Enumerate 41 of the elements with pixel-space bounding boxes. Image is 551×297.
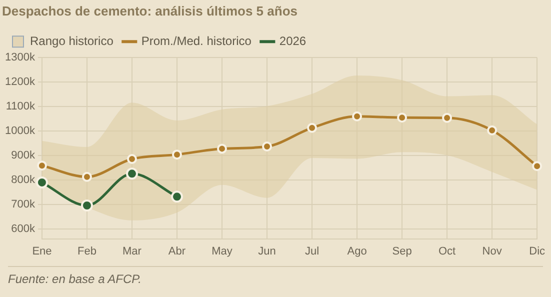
y-tick-label: 1300k <box>4 52 36 64</box>
y-tick-label: 900k <box>11 150 36 162</box>
point <box>36 176 48 188</box>
x-tick-label: Jun <box>258 245 276 258</box>
x-tick-label: May <box>212 245 233 258</box>
source-note: Fuente: en base a AFCP. <box>8 272 142 286</box>
x-tick-label: Sep <box>392 245 412 258</box>
point <box>262 141 272 152</box>
point <box>217 144 227 154</box>
point <box>170 190 183 203</box>
legend-label: Prom./Med. historico <box>141 34 252 48</box>
legend-label: 2026 <box>279 34 306 48</box>
y-tick-label: 600k <box>11 223 36 236</box>
point <box>397 112 408 123</box>
x-tick-label: Nov <box>482 245 502 258</box>
point <box>82 172 92 182</box>
chart-title: Despachos de cemento: análisis últimos 5 años <box>2 3 298 18</box>
y-tick-label: 1200k <box>4 76 36 88</box>
point <box>442 112 452 123</box>
x-tick-label: Feb <box>77 245 96 258</box>
y-tick-label: 800k <box>11 174 36 186</box>
y-tick-label: 700k <box>11 198 36 211</box>
x-tick-label: Abr <box>168 245 186 258</box>
x-tick-label: Dic <box>529 245 546 258</box>
point <box>487 125 498 136</box>
point <box>36 160 47 171</box>
point <box>172 150 182 160</box>
x-tick-label: Oct <box>438 245 456 258</box>
point <box>307 122 318 133</box>
y-tick-label: 1000k <box>4 125 36 138</box>
point <box>352 111 362 122</box>
point <box>126 154 137 164</box>
x-tick-label: Ene <box>32 245 52 258</box>
point <box>532 161 542 172</box>
x-tick-label: Ago <box>347 245 367 258</box>
x-tick-label: Jul <box>304 245 320 258</box>
point <box>80 200 93 212</box>
point <box>126 168 138 180</box>
x-tick-label: Mar <box>122 245 142 258</box>
legend-label: Rango historico <box>30 34 114 48</box>
y-tick-label: 1100k <box>6 100 36 113</box>
